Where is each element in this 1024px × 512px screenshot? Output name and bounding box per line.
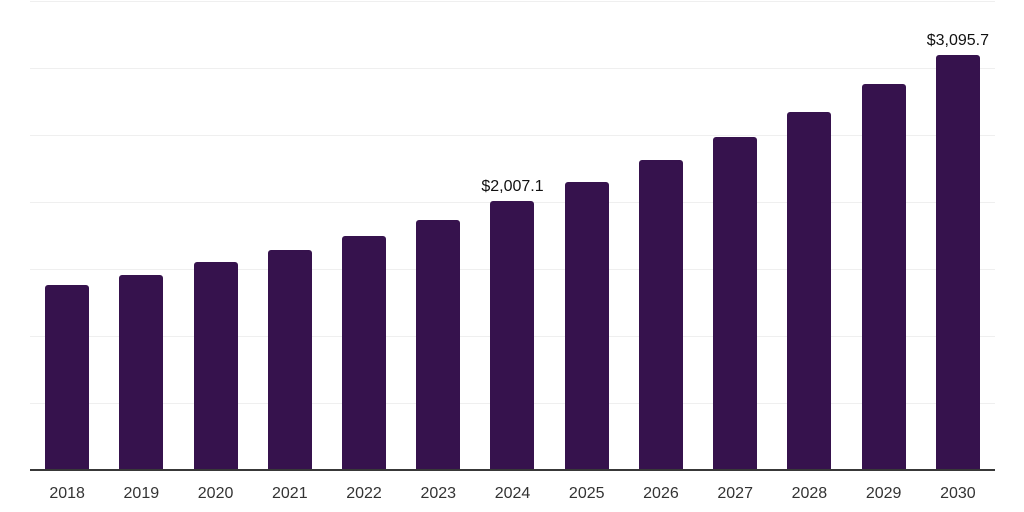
x-tick-label-2020: 2020 [197,485,234,502]
x-axis-line [30,469,995,471]
x-tick-label-2030: 2030 [940,485,976,502]
bar-column-2026 [624,1,698,470]
bar-value-label-2024: $2,007.1 [481,178,544,196]
x-tick-label-2021: 2021 [272,485,308,502]
x-tick-label-2023: 2023 [420,485,457,502]
bar-column-2018 [30,1,104,470]
bar-2029 [861,84,906,470]
bar-column-2030: $3,095.7 [921,1,995,470]
x-tick-label-2026: 2026 [643,485,679,502]
x-tick-label-2028: 2028 [791,485,828,502]
bar-column-2021 [253,1,327,470]
bar-2025 [564,182,609,470]
bar-column-2028 [772,1,846,470]
bar-2030 [935,55,980,470]
bar-2018 [45,285,90,470]
gridline-3500 [30,1,995,2]
x-tick-label-2022: 2022 [346,485,382,502]
x-tick-label-2019: 2019 [123,485,160,502]
gridline-3000 [30,68,995,69]
x-tick-label-2025: 2025 [568,485,605,502]
bar-column-2019 [104,1,178,470]
plot-area: $2,007.1 $3,095.7 [30,1,995,470]
bar-column-2025 [550,1,624,470]
bar-2019 [119,274,164,470]
bar-column-2023 [401,1,475,470]
gridline-2500 [30,135,995,136]
x-tick-label-2018: 2018 [49,485,85,502]
x-axis-labels: 2018 2019 2020 2021 2022 2023 2024 2025 2026 2027… [30,484,995,504]
bar-column-2020 [178,1,252,470]
bar-2026 [638,159,683,470]
bar-column-2029 [847,1,921,470]
bar-column-2022 [327,1,401,470]
bar-column-2024: $2,007.1 [475,1,549,470]
bar-2020 [193,262,238,470]
bar-2021 [267,249,312,470]
bar-2022 [342,235,387,470]
bar-2027 [713,137,758,470]
bar-2028 [787,111,832,470]
x-tick-label-2024: 2024 [494,485,531,502]
bar-2023 [416,219,461,470]
x-tick-label-2029: 2029 [865,485,902,502]
bar-value-label-2030: $3,095.7 [926,32,990,50]
bars-row: $2,007.1 $3,095.7 [30,1,995,470]
x-tick-label-2027: 2027 [717,485,753,502]
bar-column-2027 [698,1,772,470]
bar-2024 [490,201,535,470]
